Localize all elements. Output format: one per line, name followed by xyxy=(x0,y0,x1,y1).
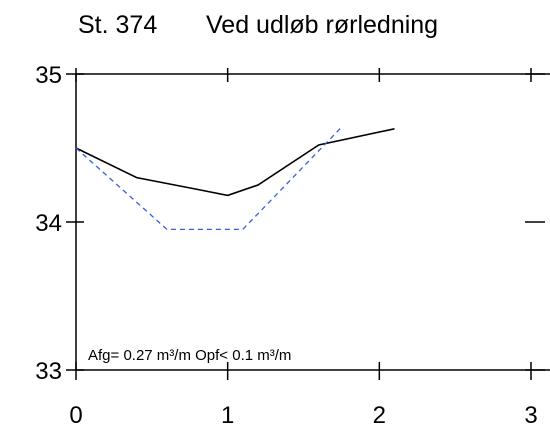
plot-area: 33 34 35 0 1 2 3 xyxy=(35,62,550,429)
chart-title-location: Ved udløb rørledning xyxy=(206,11,438,39)
x-tick-label: 1 xyxy=(221,402,234,429)
y-tick-label: 34 xyxy=(35,210,62,237)
y-tick-label: 35 xyxy=(35,62,62,89)
dashed-profile-line xyxy=(75,126,342,231)
x-tick-label: 2 xyxy=(373,402,386,429)
solid-profile-line xyxy=(75,128,395,197)
chart-title-station: St. 374 xyxy=(78,11,157,39)
x-tick-label: 3 xyxy=(524,402,537,429)
x-tick-label: 0 xyxy=(69,402,82,429)
volume-annotation: Afg= 0.27 m³/m Opf< 0.1 m³/m xyxy=(88,347,291,364)
y-tick-label: 33 xyxy=(35,358,62,385)
